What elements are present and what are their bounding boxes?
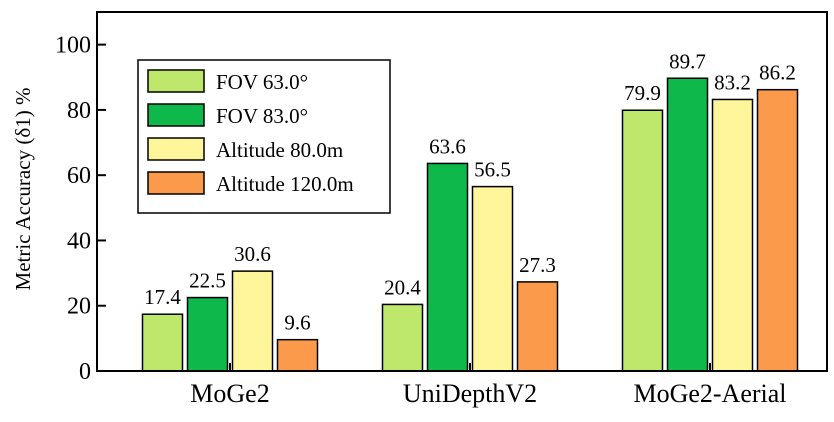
value-labels-group: 17.4 22.5 30.6 9.6 20.4 63.6 56.5 27.3 79.9 89.7 8… xyxy=(144,49,796,334)
bar-value-label: 9.6 xyxy=(284,311,310,335)
legend-label: FOV 63.0° xyxy=(216,70,308,94)
y-tick-label: 80 xyxy=(67,98,91,124)
y-tick-label: 40 xyxy=(67,228,91,254)
bar xyxy=(621,109,664,372)
bar-value-label: 83.2 xyxy=(714,70,751,94)
y-tick-label: 20 xyxy=(67,294,91,320)
bar xyxy=(516,281,559,372)
bar xyxy=(711,98,754,372)
bar-value-label: 20.4 xyxy=(384,275,421,299)
y-axis-label: Metric Accuracy (δ1) % xyxy=(11,88,35,291)
bar xyxy=(231,270,274,372)
bar-value-label: 89.7 xyxy=(669,49,706,73)
bar xyxy=(666,77,709,372)
legend: FOV 63.0° FOV 83.0° Altitude 80.0m Altitude… xyxy=(137,59,391,214)
bar-value-label: 22.5 xyxy=(189,269,226,293)
legend-swatch xyxy=(147,103,205,127)
legend-label: Altitude 120.0m xyxy=(216,172,354,196)
bar-value-label: 27.3 xyxy=(519,253,556,277)
legend-label: Altitude 80.0m xyxy=(216,138,343,162)
plot-frame xyxy=(96,11,828,372)
y-tick-label: 0 xyxy=(79,359,91,385)
bar xyxy=(381,303,424,372)
bar-value-label: 56.5 xyxy=(474,158,511,182)
y-axis-ticks: 0 20 40 60 80 100 xyxy=(55,33,106,385)
bar xyxy=(426,162,469,372)
y-tick-label: 100 xyxy=(55,33,91,59)
bar-value-label: 17.4 xyxy=(144,285,181,309)
category-label: UniDepthV2 xyxy=(403,379,537,408)
bar-value-label: 86.2 xyxy=(759,61,796,85)
legend-swatch xyxy=(147,137,205,161)
legend-swatch xyxy=(147,171,205,195)
category-label: MoGe2-Aerial xyxy=(633,379,786,408)
bar-value-label: 79.9 xyxy=(624,81,661,105)
bar xyxy=(186,296,229,372)
bar-value-label: 63.6 xyxy=(429,134,466,158)
category-label: MoGe2 xyxy=(190,379,269,408)
bars-group xyxy=(141,77,799,372)
legend-label: FOV 83.0° xyxy=(216,104,308,128)
bar xyxy=(141,313,184,372)
category-labels-group: MoGe2 UniDepthV2 MoGe2-Aerial xyxy=(190,363,787,408)
legend-swatch xyxy=(147,69,205,93)
y-tick-label: 60 xyxy=(67,163,91,189)
bar xyxy=(756,88,799,372)
bar xyxy=(471,185,514,372)
bar xyxy=(276,338,319,372)
bar-value-label: 30.6 xyxy=(234,242,271,266)
